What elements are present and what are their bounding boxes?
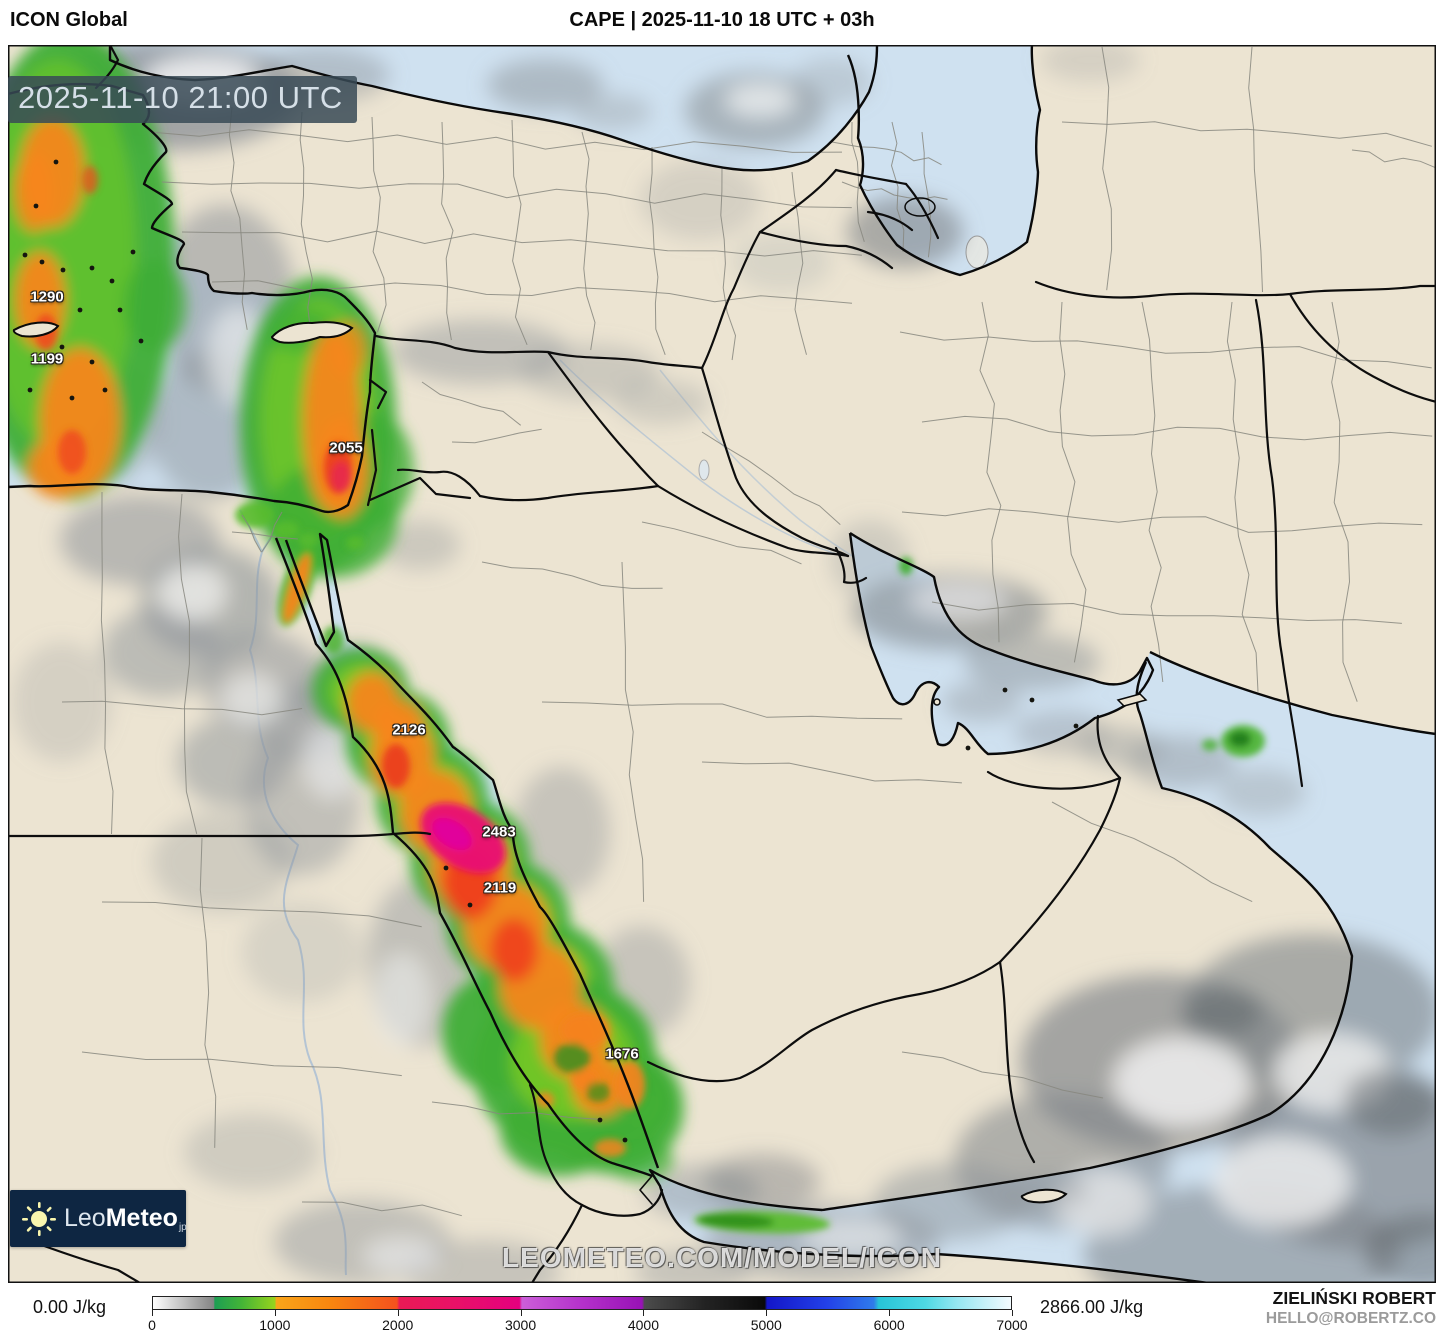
colorbar-tick <box>643 1310 645 1316</box>
logo-text: LeoMeteojp <box>64 1204 187 1233</box>
cloud-shading <box>12 45 1436 1283</box>
lake-tharthar <box>698 459 710 481</box>
colorbar-tick <box>397 1310 399 1316</box>
colorbar-tick-label: 2000 <box>382 1317 414 1333</box>
leometeo-logo: LeoMeteojp <box>10 1190 187 1247</box>
black-sea <box>110 45 877 171</box>
cape-shading-cores <box>35 166 1265 1234</box>
author-contact: HELLO@ROBERTZ.CO <box>1265 1310 1436 1327</box>
colorbar-max-label: 2866.00 J/kg <box>1040 1297 1144 1317</box>
coastlines <box>8 45 1436 1283</box>
map-graphic <box>8 45 1436 1283</box>
lake-urmia <box>965 235 989 269</box>
colorbar-tick-label: 7000 <box>996 1317 1028 1333</box>
qeshm-island <box>1116 693 1148 707</box>
colorbar-tick <box>766 1310 768 1316</box>
islands <box>12 159 1148 1204</box>
watermark: LEOMETEO.COM/MODEL/ICON <box>502 1242 942 1273</box>
timestamp-overlay: 2025-11-10 21:00 UTC <box>8 76 357 123</box>
colorbar-tick-label: 4000 <box>627 1317 659 1333</box>
colorbar <box>152 1296 1012 1310</box>
colorbar-tick <box>152 1310 153 1316</box>
colorbar-tick <box>1012 1310 1013 1316</box>
colorbar-tick-label: 5000 <box>750 1317 782 1333</box>
colorbar-tick-label: 6000 <box>873 1317 905 1333</box>
colorbar-tick <box>889 1310 891 1316</box>
colorbar-min-label: 0.00 J/kg <box>33 1297 107 1317</box>
map-title: CAPE | 2025-11-10 18 UTC + 03h <box>569 9 875 31</box>
colorbar-tick <box>274 1310 276 1316</box>
colorbar-tick <box>520 1310 522 1316</box>
colorbar-tick-label: 3000 <box>504 1317 537 1333</box>
country-borders <box>8 45 1436 1283</box>
crete-island <box>12 321 60 338</box>
model-name: ICON Global <box>10 9 128 31</box>
author-name: ZIELIŃSKI ROBERT <box>1272 1288 1436 1308</box>
colorbar-tick-label: 0 <box>148 1317 156 1333</box>
socotra-island <box>1020 1188 1068 1204</box>
cyprus-island <box>270 321 354 344</box>
map-canvas: 2025-11-10 21:00 UTC 1290 1199 2055 2126 248… <box>8 45 1436 1283</box>
sun-icon <box>22 1201 56 1236</box>
admin-borders <box>61 46 1436 1217</box>
colorbar-tick-label: 1000 <box>259 1317 291 1333</box>
